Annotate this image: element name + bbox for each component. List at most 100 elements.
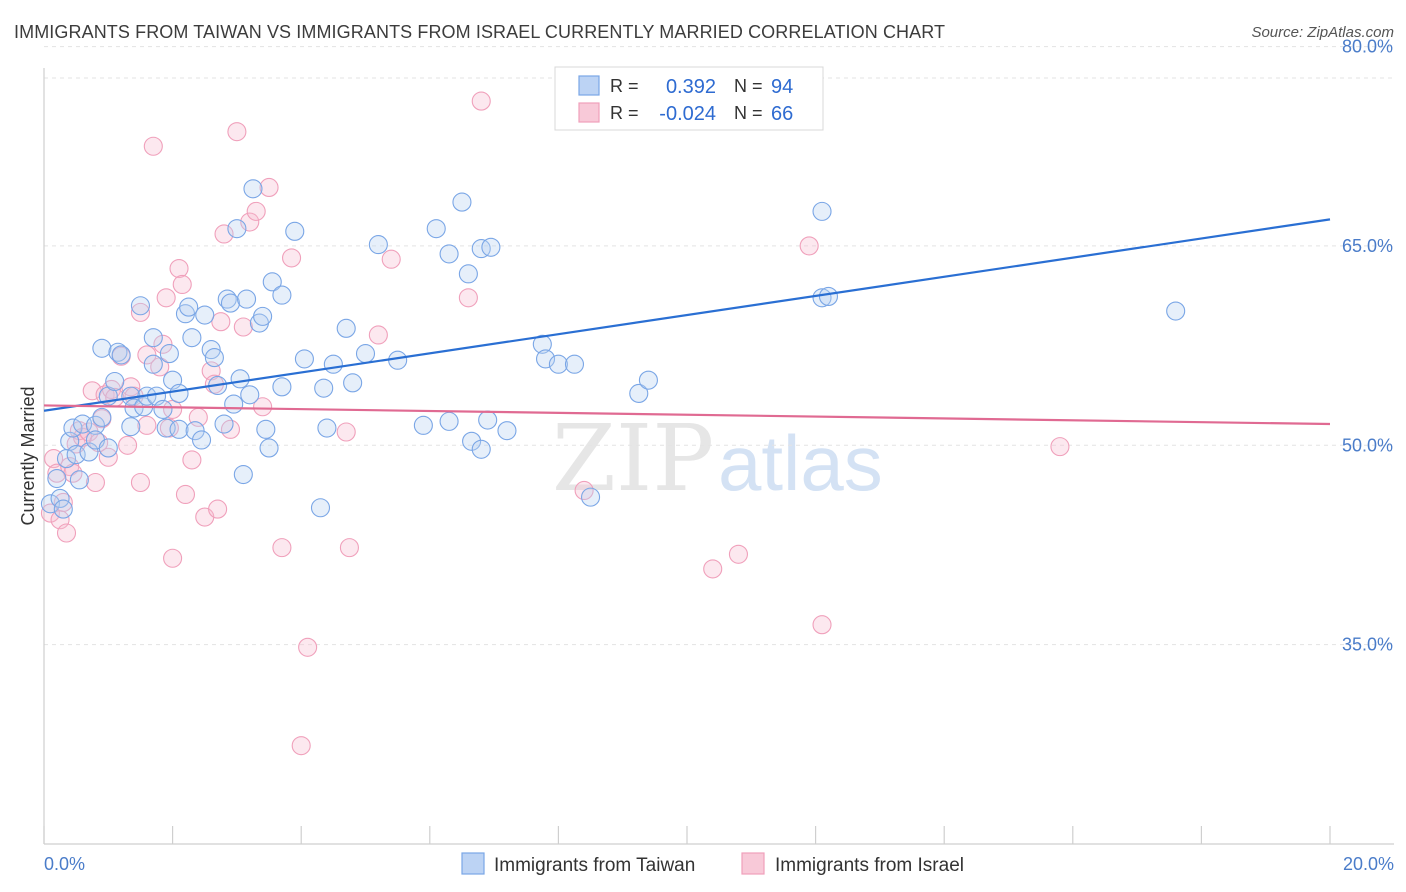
y-tick-label: 65.0%: [1342, 236, 1393, 256]
israel-point: [233, 317, 253, 337]
israel-point: [156, 288, 176, 308]
israel-point: [368, 325, 388, 345]
chart-title: IMMIGRANTS FROM TAIWAN VS IMMIGRANTS FRO…: [14, 22, 946, 42]
taiwan-point: [285, 221, 305, 241]
x-axis-ticks: [43, 826, 1331, 844]
israel-point: [85, 472, 105, 493]
watermark-zip: ZIP: [552, 405, 714, 512]
israel-point: [169, 258, 189, 279]
israel-point: [259, 177, 279, 198]
taiwan-point: [323, 354, 343, 374]
taiwan-point: [111, 345, 131, 365]
taiwan-point: [532, 334, 552, 354]
taiwan-point: [153, 399, 173, 419]
taiwan-point: [69, 470, 89, 490]
taiwan-point: [63, 418, 83, 438]
taiwan-point: [458, 264, 478, 284]
taiwan-point: [236, 289, 257, 309]
x-tick-label-end: 20.0%: [1343, 854, 1394, 874]
taiwan-point: [214, 414, 234, 434]
israel-swatch-icon: [578, 102, 600, 123]
taiwan-point: [314, 378, 334, 398]
taiwan-point: [812, 201, 832, 221]
israel-point: [812, 615, 832, 635]
taiwan-point: [169, 419, 189, 439]
legend-taiwan-label: Immigrants from Taiwan: [494, 855, 695, 876]
taiwan-point: [481, 237, 501, 257]
taiwan-point: [343, 373, 363, 393]
taiwan-point: [818, 286, 839, 306]
taiwan-point: [50, 488, 70, 509]
taiwan-point: [310, 498, 331, 518]
taiwan-n-label: N =: [734, 76, 763, 96]
taiwan-point: [204, 348, 224, 368]
taiwan-point: [79, 442, 99, 462]
israel-point: [282, 248, 302, 268]
israel-point: [163, 548, 183, 568]
stats-box: R = 0.392 N = 94 R = -0.024 N = 66: [554, 66, 824, 131]
israel-r-value: -0.024: [659, 103, 716, 125]
israel-n-value: 66: [771, 103, 793, 125]
taiwan-trend-line: [43, 218, 1331, 412]
israel-point: [220, 419, 241, 439]
israel-point: [339, 538, 359, 558]
taiwan-point: [548, 354, 568, 374]
taiwan-swatch-icon: [578, 75, 600, 96]
taiwan-point: [108, 342, 128, 362]
taiwan-point: [368, 235, 388, 255]
israel-point: [253, 397, 273, 417]
taiwan-point: [294, 349, 314, 369]
israel-point: [118, 435, 138, 455]
taiwan-point: [47, 468, 67, 489]
legend-taiwan-swatch-icon: [461, 852, 485, 875]
taiwan-point: [638, 370, 658, 390]
taiwan-point: [564, 354, 585, 374]
israel-point: [381, 249, 401, 269]
israel-point: [182, 450, 202, 470]
taiwan-point: [92, 407, 112, 427]
israel-point: [298, 637, 318, 657]
israel-point: [1050, 437, 1070, 457]
israel-point: [227, 122, 247, 142]
taiwan-point: [185, 421, 205, 441]
israel-point: [137, 415, 157, 435]
israel-point: [291, 736, 311, 756]
israel-point: [175, 484, 196, 505]
y-axis-label: Currently Married: [18, 386, 38, 525]
taiwan-point: [224, 394, 244, 414]
taiwan-point: [629, 383, 649, 404]
taiwan-point: [272, 285, 292, 305]
taiwan-point: [336, 318, 356, 338]
taiwan-point: [452, 192, 472, 212]
israel-point: [246, 201, 266, 221]
taiwan-point: [98, 438, 118, 458]
taiwan-point: [439, 244, 459, 264]
taiwan-point: [169, 383, 189, 404]
taiwan-point: [580, 487, 601, 507]
taiwan-point: [240, 385, 260, 405]
taiwan-r-label: R =: [610, 76, 639, 96]
taiwan-point: [388, 350, 408, 370]
taiwan-r-value: 0.392: [666, 76, 716, 98]
israel-trend-line: [43, 404, 1331, 426]
taiwan-point: [182, 328, 202, 348]
taiwan-point: [130, 296, 150, 316]
israel-point: [211, 312, 231, 332]
watermark: ZIP atlas: [552, 405, 883, 512]
israel-point: [56, 523, 77, 543]
gridlines: [44, 46, 1394, 646]
israel-point: [130, 302, 150, 322]
watermark-atlas: atlas: [718, 419, 883, 507]
y-tick-label: 50.0%: [1342, 435, 1393, 455]
taiwan-point: [471, 239, 491, 259]
x-tick-label-start: 0.0%: [44, 854, 85, 874]
israel-point: [214, 224, 234, 244]
israel-point: [143, 136, 163, 156]
taiwan-point: [262, 272, 282, 292]
taiwan-point: [317, 418, 337, 438]
taiwan-point: [195, 305, 215, 325]
taiwan-point: [40, 494, 60, 514]
taiwan-point: [439, 411, 459, 431]
taiwan-point: [253, 306, 273, 326]
israel-point: [799, 236, 819, 256]
